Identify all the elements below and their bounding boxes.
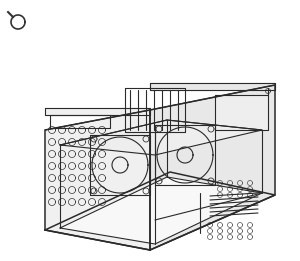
Polygon shape (45, 172, 275, 250)
Polygon shape (215, 95, 268, 130)
Polygon shape (150, 85, 275, 250)
Polygon shape (45, 110, 150, 250)
Polygon shape (150, 83, 275, 90)
Polygon shape (45, 108, 150, 115)
Polygon shape (60, 120, 262, 155)
Polygon shape (60, 177, 262, 244)
